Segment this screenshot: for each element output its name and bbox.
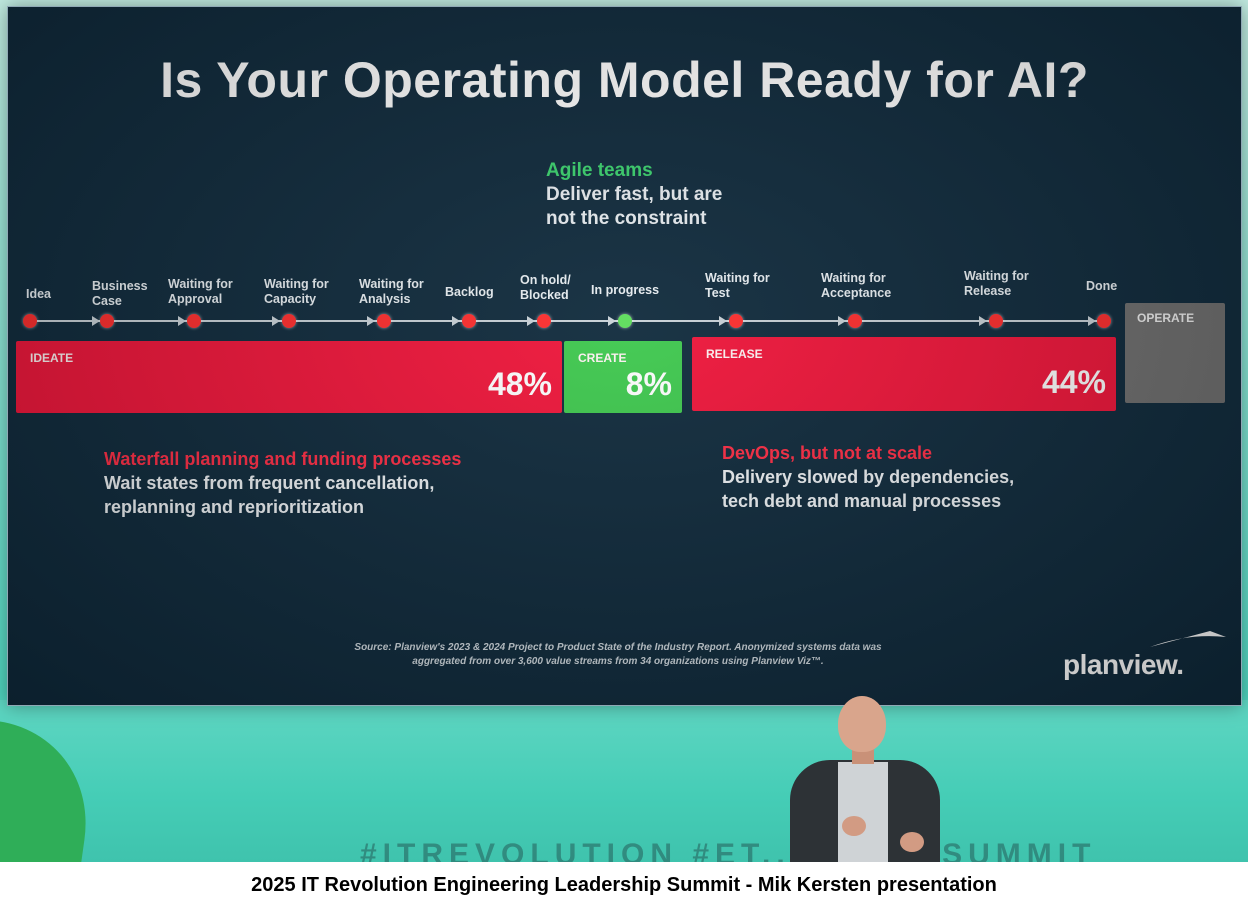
timeline-arrow [178,316,186,326]
devops-note: DevOps, but not at scale Delivery slowed… [722,441,1014,513]
stage-label-waiting-release: Waiting for Release [964,269,1029,299]
stage-label-done: Done [1086,279,1117,294]
stage-label-on-hold: On hold/ Blocked [520,273,571,303]
planview-swoosh-icon [1150,631,1226,647]
waterfall-heading: Waterfall planning and funding processes [104,449,462,469]
devops-heading: DevOps, but not at scale [722,443,933,463]
agile-teams-note: Agile teams Deliver fast, but are not th… [546,159,722,231]
timeline-arrow [608,316,616,326]
stage-line: Acceptance [821,286,892,300]
ideate-percent: 48% [487,366,552,402]
stage-line: Waiting for [168,277,233,291]
stage-dot [848,314,862,328]
stage-dot [537,314,551,328]
stage-line: Backlog [445,285,494,299]
photo: #ITREVOLUTION #ET... ...REYSUMMIT Is You… [0,0,1248,862]
agile-line-2: not the constraint [546,208,707,229]
stage-dot [187,314,201,328]
presenter-head [838,696,886,752]
timeline-arrow [979,316,987,326]
presenter-hand [842,816,866,836]
stage-dot [729,314,743,328]
stage-dot-active [618,314,632,328]
presentation-screen: Is Your Operating Model Ready for AI? Ag… [7,6,1242,706]
slide-title: Is Your Operating Model Ready for AI? [160,52,1089,108]
stage-line: Waiting for [359,277,424,291]
create-label: CREATE [578,351,627,365]
stage-dot [989,314,1003,328]
source-citation: Source: Planview's 2023 & 2024 Project t… [268,641,968,669]
timeline-arrow [92,316,100,326]
presenter [780,690,950,862]
ideate-bar: IDEATE 48% [16,341,562,413]
stage-line: Capacity [264,292,317,306]
stage-dot [377,314,391,328]
operate-bar: OPERATE [1125,303,1225,403]
stage-dot [100,314,114,328]
photo-caption: 2025 IT Revolution Engineering Leadershi… [251,874,997,896]
operate-label: OPERATE [1137,311,1195,325]
timeline-arrow [367,316,375,326]
devops-line-2: tech debt and manual processes [722,491,1002,511]
devops-line-1: Delivery slowed by dependencies, [722,467,1015,487]
stage-label-waiting-acceptance: Waiting for Acceptance [821,271,891,301]
stage-line: Waiting for [964,269,1029,283]
stage-label-idea: Idea [26,287,51,302]
waterfall-line-1: Wait states from frequent cancellation, [104,473,435,493]
release-bar: RELEASE 44% [692,337,1116,411]
stage-line: Approval [168,292,223,306]
stage-label-in-progress: In progress [591,283,659,298]
waterfall-note: Waterfall planning and funding processes… [104,447,461,519]
stage-line: Release [964,284,1012,298]
create-percent: 8% [625,366,672,402]
ideate-label: IDEATE [30,351,74,365]
stage-label-waiting-capacity: Waiting for Capacity [264,277,329,307]
stage-wall [0,700,1248,862]
timeline-arrow [272,316,280,326]
stage-label-waiting-approval: Waiting for Approval [168,277,233,307]
stage-line: Blocked [520,288,569,302]
stage-line: Business [92,279,148,293]
planview-logo: planview. [1063,649,1184,680]
release-label: RELEASE [706,347,763,361]
waterfall-line-2: replanning and reprioritization [104,497,365,517]
timeline-arrow [838,316,846,326]
presenter-hand [900,832,924,852]
source-line-2: aggregated from over 3,600 value streams… [412,656,824,667]
stage-dot [23,314,37,328]
presenter-shirt [838,762,888,862]
stage-label-waiting-analysis: Waiting for Analysis [359,277,424,307]
timeline-arrow [527,316,535,326]
source-line-1: Source: Planview's 2023 & 2024 Project t… [354,642,882,653]
stage-line: Done [1086,279,1118,293]
timeline-arrow [1088,316,1096,326]
agile-line-1: Deliver fast, but are [546,184,723,205]
timeline-arrow [719,316,727,326]
stage-label-backlog: Backlog [445,285,494,300]
stage-line: On hold/ [520,273,571,287]
stage-label-business-case: Business Case [92,279,148,309]
stage-line: Idea [26,287,52,301]
stage-line: In progress [591,283,660,297]
stage-dot [462,314,476,328]
stage-line: Waiting for [821,271,886,285]
create-bar: CREATE 8% [564,341,682,413]
agile-heading: Agile teams [546,160,653,181]
stage-lettering: #ITREVOLUTION #ET... ...REYSUMMIT [360,838,1097,862]
release-percent: 44% [1041,364,1106,400]
stage-line: Analysis [359,292,411,306]
timeline-line [30,320,1108,322]
stage-line: Waiting for [264,277,329,291]
stage-label-waiting-test: Waiting for Test [705,271,770,301]
stage-line: Test [705,286,730,300]
stage-dot [282,314,296,328]
stage-line: Waiting for [705,271,770,285]
timeline-arrow [452,316,460,326]
stage-dot [1097,314,1111,328]
stage-line: Case [92,294,122,308]
